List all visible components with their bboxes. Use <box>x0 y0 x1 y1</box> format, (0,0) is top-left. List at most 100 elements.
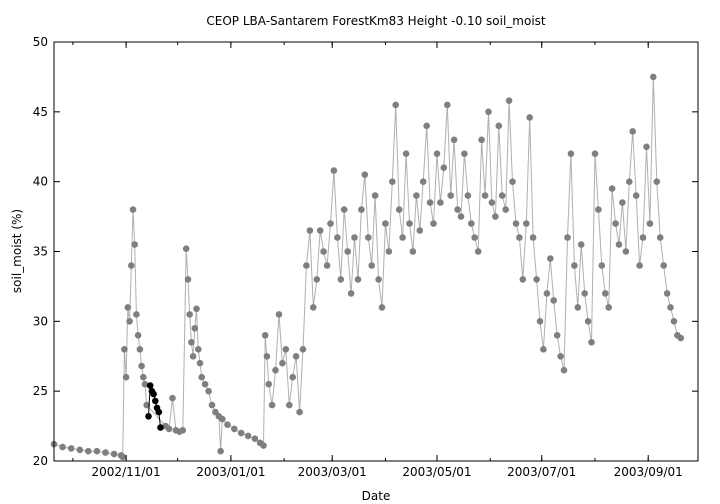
data-point <box>495 122 503 130</box>
series-highlighted <box>145 382 164 431</box>
y-tick-label: 20 <box>33 454 48 468</box>
data-point <box>529 234 537 241</box>
data-point <box>533 276 540 283</box>
data-point <box>340 206 348 213</box>
data-point <box>279 359 286 367</box>
data-point <box>577 241 585 248</box>
data-point <box>361 171 369 178</box>
data-point <box>629 128 636 135</box>
data-point <box>169 394 176 402</box>
data-point <box>588 339 595 346</box>
data-point <box>119 453 126 461</box>
data-point <box>598 262 606 269</box>
data-point <box>296 408 303 416</box>
data-point <box>395 206 403 213</box>
data-point <box>677 334 685 342</box>
data-point <box>231 425 238 433</box>
data-point <box>121 346 128 353</box>
data-point <box>471 234 479 241</box>
data-point <box>368 262 376 269</box>
data-point <box>632 192 640 199</box>
data-point <box>59 443 66 451</box>
data-point <box>193 305 200 313</box>
y-tick-label: 40 <box>33 175 48 189</box>
data-point <box>639 234 647 241</box>
data-point <box>670 318 678 325</box>
y-tick-label: 50 <box>33 35 48 49</box>
data-point <box>76 446 84 454</box>
data-point <box>464 192 472 199</box>
data-point <box>646 220 654 227</box>
data-point <box>474 248 482 255</box>
data-point <box>560 366 568 374</box>
data-point <box>347 290 355 297</box>
data-point <box>131 241 138 248</box>
data-point <box>303 262 310 269</box>
data-point <box>437 199 444 206</box>
data-point <box>152 397 159 405</box>
data-point <box>140 373 147 381</box>
data-series <box>50 73 685 461</box>
data-point <box>133 311 140 318</box>
data-point <box>584 318 592 325</box>
data-point <box>268 401 276 409</box>
data-point <box>188 339 195 346</box>
data-point <box>612 220 619 227</box>
data-point <box>237 429 245 437</box>
data-point <box>619 199 626 206</box>
data-point <box>330 167 338 174</box>
data-point <box>122 373 130 381</box>
data-point <box>208 401 216 409</box>
data-point <box>141 380 149 388</box>
data-point <box>378 304 386 311</box>
data-point <box>406 220 413 227</box>
data-point <box>454 206 461 213</box>
data-point <box>591 150 599 157</box>
data-point <box>310 304 317 311</box>
data-point <box>191 325 199 332</box>
series-soil_moist <box>50 73 685 461</box>
x-tick-label: 2003/01/01 <box>196 465 265 479</box>
data-point <box>416 227 424 234</box>
data-point <box>440 164 448 171</box>
data-point <box>509 178 516 185</box>
data-point <box>134 332 142 339</box>
data-point <box>263 353 271 360</box>
data-point <box>550 297 557 304</box>
data-point <box>512 220 520 227</box>
data-point <box>536 318 544 325</box>
x-tick-label: 2003/09/01 <box>614 465 683 479</box>
data-point <box>622 248 630 255</box>
data-point <box>382 220 389 227</box>
data-point <box>155 408 163 416</box>
data-point <box>189 353 197 360</box>
data-point <box>351 234 358 241</box>
data-point <box>523 220 530 227</box>
data-point <box>519 276 527 283</box>
data-point <box>444 101 451 109</box>
y-axis: 20 25 30 35 40 45 50 <box>33 35 698 468</box>
data-point <box>581 290 588 297</box>
data-point <box>313 276 321 283</box>
y-tick-label: 45 <box>33 105 48 119</box>
data-point <box>650 73 657 81</box>
x-axis-title: Date <box>362 489 391 503</box>
data-point <box>413 192 420 199</box>
data-point <box>375 276 382 283</box>
data-point <box>334 234 341 241</box>
data-point <box>636 262 643 269</box>
data-point <box>292 353 300 360</box>
data-point <box>201 380 209 388</box>
data-point <box>145 413 152 420</box>
data-point <box>409 248 417 255</box>
data-point <box>224 421 231 429</box>
series-line <box>53 76 682 458</box>
data-point <box>327 220 334 227</box>
data-point <box>516 234 523 241</box>
data-point <box>126 318 133 325</box>
data-point <box>447 192 455 199</box>
data-point <box>567 150 575 157</box>
data-point <box>602 290 609 297</box>
data-point <box>289 373 297 381</box>
